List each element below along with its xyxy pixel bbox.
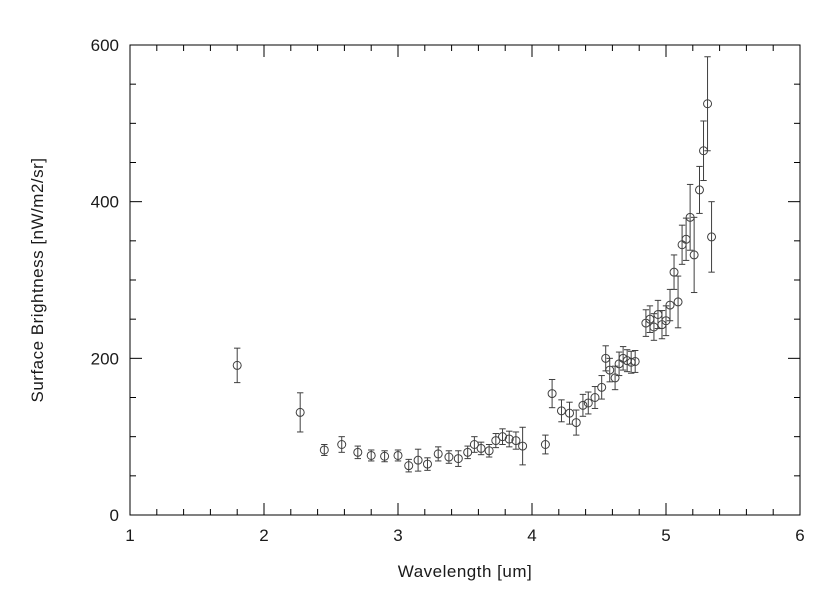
- data-point: [511, 431, 521, 450]
- y-tick-label: 400: [91, 193, 119, 212]
- axes-frame: [129, 44, 801, 516]
- y-tick-label: 200: [91, 349, 119, 368]
- data-point: [583, 391, 593, 415]
- data-point: [556, 399, 566, 423]
- data-point: [295, 392, 305, 433]
- data-point: [463, 445, 473, 460]
- data-point: [433, 446, 443, 462]
- data-point: [319, 444, 329, 456]
- x-tick-label: 1: [125, 526, 134, 545]
- data-point: [571, 409, 581, 436]
- y-tick-label: 600: [91, 36, 119, 55]
- data-point: [597, 375, 607, 400]
- data-point: [578, 393, 588, 417]
- data-point: [380, 450, 390, 463]
- data-point: [353, 445, 363, 460]
- x-tick-label: 5: [661, 526, 670, 545]
- data-point: [707, 201, 717, 273]
- x-tick-label: 3: [393, 526, 402, 545]
- data-point: [404, 458, 414, 473]
- data-point: [484, 444, 494, 458]
- x-tick-label: 2: [259, 526, 268, 545]
- y-axis-title: Surface Brightness [nW/m2/sr]: [28, 157, 47, 403]
- x-tick-label: 6: [795, 526, 804, 545]
- data-point: [689, 216, 699, 294]
- data-point: [422, 457, 432, 471]
- y-tick-label: 0: [110, 506, 119, 525]
- x-tick-label: 4: [527, 526, 536, 545]
- data-point: [665, 288, 675, 322]
- data-point: [614, 351, 624, 377]
- data-point: [393, 449, 403, 462]
- tick-labels: 1 2 3 4 5 6 0 200 400 600: [91, 36, 805, 545]
- data-point: [498, 428, 508, 445]
- data-point: [677, 224, 687, 265]
- data-point: [469, 436, 479, 453]
- data-point: [337, 436, 347, 453]
- x-axis-title: Wavelength [um]: [397, 562, 533, 581]
- data-point: [605, 357, 615, 383]
- data-point: [540, 434, 550, 455]
- data-points: [232, 56, 717, 473]
- data-point: [504, 430, 514, 448]
- data-point: [649, 313, 659, 341]
- data-point: [703, 56, 713, 152]
- data-point: [444, 450, 454, 464]
- data-point: [518, 426, 528, 466]
- data-point: [366, 449, 376, 462]
- data-point: [673, 275, 683, 329]
- data-point: [610, 365, 620, 391]
- data-point: [547, 378, 557, 409]
- data-point: [590, 386, 600, 409]
- data-point: [630, 350, 640, 373]
- data-point: [413, 448, 423, 472]
- data-point: [453, 450, 463, 467]
- data-point: [232, 347, 242, 384]
- data-point: [695, 165, 704, 214]
- data-point: [491, 433, 501, 449]
- data-point: [476, 441, 486, 456]
- data-point: [669, 254, 679, 290]
- data-point: [681, 217, 691, 261]
- data-point: [565, 401, 575, 425]
